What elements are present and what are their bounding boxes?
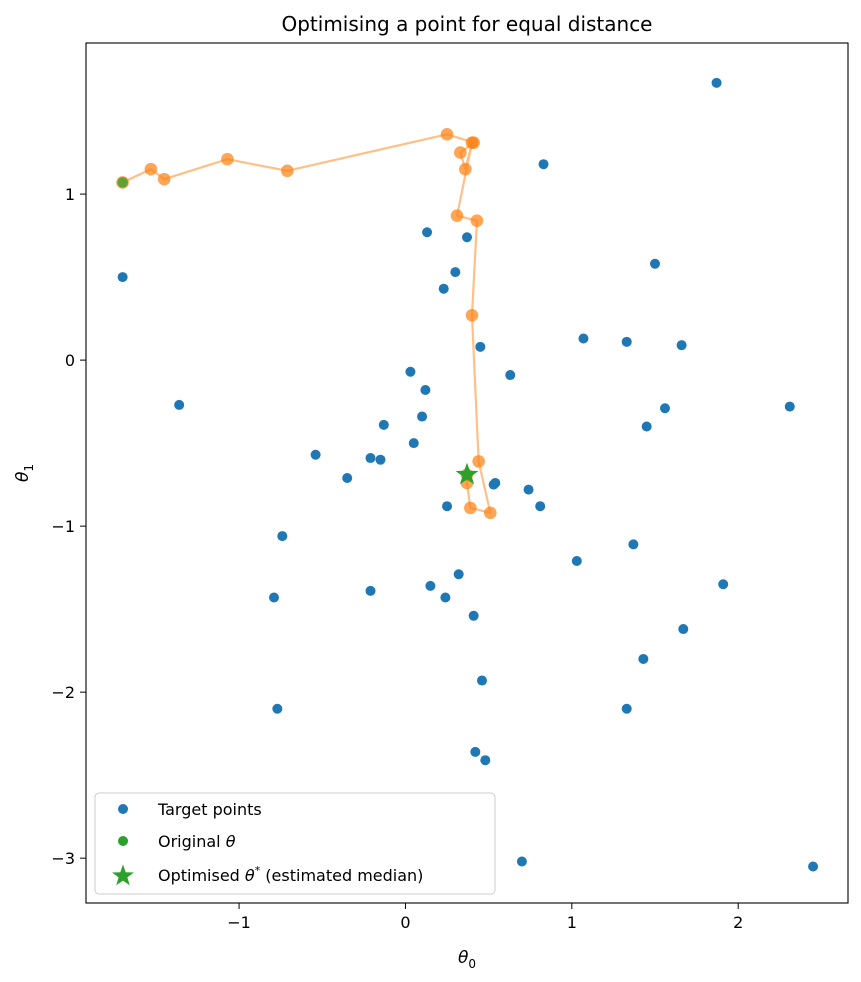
y-tick-label: 0 [65,351,75,370]
optimisation-step-point [483,506,497,520]
target-point [468,610,479,621]
target-point [408,438,419,449]
y-tick-label: −1 [51,517,75,536]
target-point [420,384,431,395]
target-point [571,555,582,566]
optimisation-step-point [470,214,484,227]
target-point [638,653,649,664]
target-point [310,449,321,460]
target-point [425,580,436,591]
optimisation-step-point [281,164,294,178]
target-point [538,159,549,170]
optimised-theta-star [455,462,479,485]
target-point [438,283,449,294]
y-tick-label: 1 [65,185,75,204]
target-point [578,333,589,344]
x-tick-label: −1 [227,913,251,932]
target-point [505,370,516,381]
legend-optimised-label: Optimised θ* (estimated median) [158,864,423,885]
target-point [476,675,487,686]
legend-target-marker [118,804,128,814]
target-point [422,227,433,238]
optimisation-step-point [221,152,234,166]
target-point [470,746,481,757]
target-point [641,421,652,432]
plot-frame [85,42,849,904]
target-point [718,579,729,590]
x-tick-label: 0 [400,913,410,932]
optimisation-step-point [472,455,485,468]
optimisation-step-point [464,501,477,515]
legend-original-marker [118,836,128,846]
x-tick-label: 2 [733,913,743,932]
axis-ticks: −1 0 1 2 −3 −2 −1 0 1 [51,185,743,932]
y-tick-label: −3 [51,849,75,868]
target-point [405,366,416,377]
target-point [117,272,128,283]
optimisation-step-point [440,128,454,141]
legend-box [94,792,496,895]
target-point [676,340,687,351]
target-point [628,539,639,550]
chart-title: Optimising a point for equal distance [281,12,652,36]
legend-target-label: Target points [157,800,262,819]
target-point [417,411,428,422]
target-point [808,861,819,872]
target-point [453,569,464,580]
legend-optimised-marker [112,864,134,886]
target-point [678,624,689,635]
target-point [711,77,722,88]
target-point [174,399,185,410]
optimisation-step-point [450,209,464,222]
target-point [277,531,288,542]
target-point [621,336,632,347]
y-axis-label: θ1 [13,464,36,482]
target-point [784,401,795,412]
original-theta-point [117,177,128,188]
optimisation-step-point [459,162,472,176]
target-point [450,267,461,278]
optimisation-step-point [144,162,158,176]
optimisation-step-point [157,172,171,186]
legend: Target points Original θ Optimised θ* (e… [94,792,496,895]
target-point [378,419,389,430]
target-point [523,484,534,495]
target-point [342,472,353,483]
target-point [375,454,386,465]
x-tick-label: 1 [567,913,577,932]
target-points-series [117,77,819,872]
target-point [365,585,376,596]
target-point [659,403,670,414]
target-point [365,453,376,464]
optimisation-step-point [454,146,467,159]
target-point [516,856,527,867]
target-point [440,592,451,603]
target-point [488,479,499,490]
target-point [480,755,491,766]
target-point [621,703,632,714]
target-point [269,592,280,603]
target-point [535,501,546,512]
target-point [442,501,453,512]
x-axis-label: θ0 [458,948,476,971]
optimisation-step-point [465,136,479,149]
y-tick-label: −2 [51,683,75,702]
target-point [475,341,486,352]
special-markers [117,177,479,485]
target-point [462,232,472,243]
optimisation-step-point [465,308,479,322]
legend-original-label: Original θ [158,832,236,851]
target-point [272,703,283,714]
target-point [650,258,661,269]
